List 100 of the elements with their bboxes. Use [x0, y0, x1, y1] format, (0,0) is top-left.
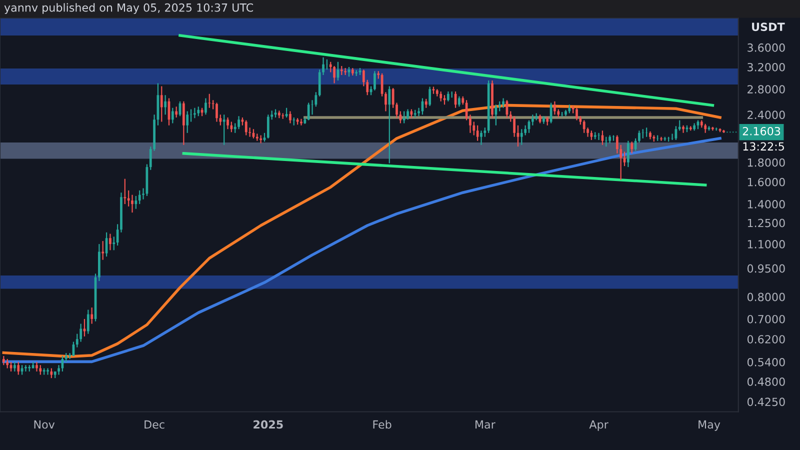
candlestick — [554, 100, 556, 116]
candlestick — [300, 118, 302, 126]
candlestick — [576, 107, 578, 121]
candlestick — [90, 306, 94, 324]
candlestick — [6, 358, 9, 369]
candlestick — [616, 134, 618, 154]
candlestick — [80, 323, 82, 342]
candlestick — [109, 233, 112, 251]
candlestick — [424, 98, 428, 108]
x-tick-label: May — [698, 420, 720, 431]
candlestick — [124, 178, 126, 205]
x-tick-label: Mar — [476, 420, 496, 429]
candlestick — [142, 188, 144, 200]
candlestick — [102, 240, 104, 260]
y-tick-label: 0.7000 — [747, 314, 785, 324]
candlestick — [46, 368, 49, 376]
candlestick — [14, 361, 16, 372]
candlestick — [502, 98, 504, 108]
candlestick — [164, 94, 167, 116]
candlestick — [226, 116, 229, 130]
candlestick — [17, 361, 20, 376]
candlestick — [58, 364, 60, 376]
candlestick — [509, 110, 512, 122]
candlestick — [374, 70, 376, 91]
candlestick — [230, 121, 233, 133]
candlestick — [326, 58, 328, 70]
candlestick — [186, 110, 189, 134]
x-tick-label: Apr — [589, 420, 608, 431]
candlestick — [531, 114, 534, 126]
candlestick — [204, 98, 207, 116]
y-axis-title: USDT — [752, 22, 785, 32]
candlestick — [494, 104, 498, 126]
candlestick — [388, 86, 391, 164]
candlestick — [642, 128, 644, 139]
y-tick-label: 0.5400 — [747, 358, 785, 366]
candlestick — [366, 79, 369, 96]
candlestick — [222, 114, 226, 146]
y-tick-label: 3.6000 — [748, 43, 785, 52]
candlestick — [638, 130, 640, 143]
candlestick — [182, 100, 185, 146]
candlestick — [175, 106, 178, 118]
chart-title: yannv published on May 05, 2025 10:37 UTC — [4, 3, 254, 14]
text: 13:22:5 — [743, 142, 784, 151]
candlestick — [626, 140, 630, 168]
candlestick — [604, 136, 608, 148]
candlestick — [406, 108, 409, 120]
y-tick-label: 0.4250 — [747, 398, 785, 406]
candlestick — [270, 110, 274, 120]
candlestick — [333, 65, 336, 84]
candlestick — [678, 120, 681, 132]
y-tick-label: 2.4000 — [748, 110, 785, 120]
candlestick — [208, 93, 211, 108]
candlestick — [446, 90, 450, 102]
y-tick-label: 0.4800 — [747, 377, 785, 386]
candlestick — [524, 124, 527, 136]
candlestick — [428, 86, 432, 106]
candlestick — [266, 114, 270, 139]
annotation: 2.1603 — [742, 126, 780, 136]
candlestick — [520, 128, 523, 146]
y-tick-label: 1.6000 — [748, 178, 785, 186]
candlestick — [2, 355, 5, 366]
candlestick — [171, 107, 174, 124]
candlestick — [24, 364, 27, 372]
candlestick — [671, 133, 674, 141]
y-tick-label: 0.6200 — [747, 335, 785, 344]
candlestick — [244, 120, 248, 136]
candlestick — [402, 110, 406, 124]
candlestick — [513, 116, 516, 138]
y-tick-label: 3.2000 — [748, 62, 785, 72]
candlestick — [134, 195, 138, 210]
y-tick-label: 1.8000 — [748, 158, 785, 167]
candlestick — [112, 236, 116, 251]
candlestick — [598, 132, 600, 141]
y-tick-label: 1.4000 — [748, 200, 785, 208]
candlestick — [476, 124, 479, 142]
candlestick — [216, 102, 218, 122]
x-tick-label: 2025 — [254, 420, 283, 429]
candlestick — [83, 318, 86, 337]
candlestick — [458, 96, 460, 108]
candlestick — [289, 110, 292, 124]
candlestick — [630, 141, 634, 154]
y-tick-label: 2.8000 — [748, 85, 785, 94]
candlestick — [160, 86, 163, 122]
candlestick — [362, 69, 365, 87]
candlestick — [418, 107, 420, 117]
candlestick — [582, 120, 586, 134]
candlestick — [469, 114, 472, 134]
candlestick — [138, 190, 141, 205]
candlestick — [50, 368, 53, 379]
y-tick-label: 1.1000 — [748, 240, 785, 248]
x-tick-label: Dec — [144, 420, 164, 429]
candlestick — [704, 123, 707, 134]
candlestick — [348, 66, 350, 78]
candlestick — [197, 106, 200, 117]
candlestick — [620, 144, 622, 180]
candlestick — [10, 361, 12, 372]
candlestick — [682, 124, 684, 134]
candlestick — [86, 309, 90, 334]
y-tick-label: 1.2500 — [748, 218, 785, 228]
candlestick — [76, 333, 78, 348]
